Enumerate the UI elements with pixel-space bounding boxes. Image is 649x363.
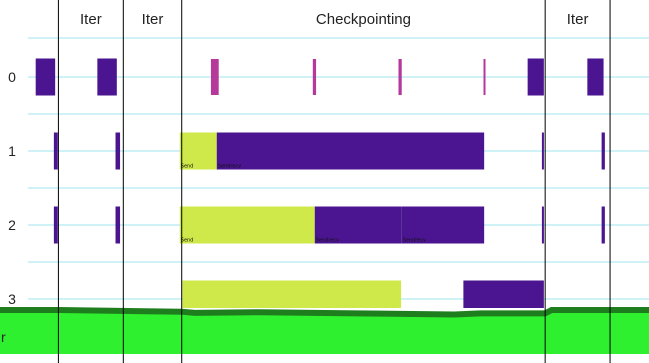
event-label: Sendrecv [218,164,241,170]
event-bar-compute [216,132,485,170]
event-bar-compute [541,206,544,244]
event-bar-send [179,206,315,244]
event-bar-send [179,132,217,170]
event-bar-io [210,59,219,95]
event-bar-io [312,59,317,95]
event-bar-compute [115,206,121,244]
event-bar-compute [587,58,604,96]
event-bar-io [483,59,486,95]
phase-label: Iter [80,11,102,28]
event-bar-compute [53,132,58,170]
phase-label: Iter [567,11,589,28]
memory-usage-area [0,307,649,354]
rank-label: 0 [8,69,16,85]
rank-label: 1 [8,143,16,159]
phase-label: Iter [142,11,164,28]
event-bar-compute [601,132,605,170]
event-bar-compute [601,206,605,244]
event-bar-compute [527,58,544,96]
labels: 0 1 2 3 r Iter Iter Checkpointing Iter [1,11,588,345]
event-bar-io [398,59,402,95]
event-bar-compute [314,206,402,244]
phase-label: Checkpointing [316,11,411,28]
memory-line [0,307,649,318]
memory-row-label: r [1,329,6,345]
event-label: Send [181,164,194,170]
event-bar-compute [35,58,56,96]
event-label: Sendrecv [403,238,426,244]
event-bar-compute [115,132,121,170]
event-label: Sendrecv [316,238,339,244]
event-bar-compute [97,58,117,96]
rank-label: 3 [8,291,16,307]
rank-events: SendSendrecvSendSendrecvSendrecvSendSend… [35,58,605,318]
event-bar-compute [53,206,58,244]
event-bar-compute [401,206,485,244]
phase-boundaries [57,0,611,363]
rank-label: 2 [8,217,16,233]
event-label: Send [181,238,194,244]
event-bar-compute [541,132,544,170]
memory-area [0,310,649,354]
